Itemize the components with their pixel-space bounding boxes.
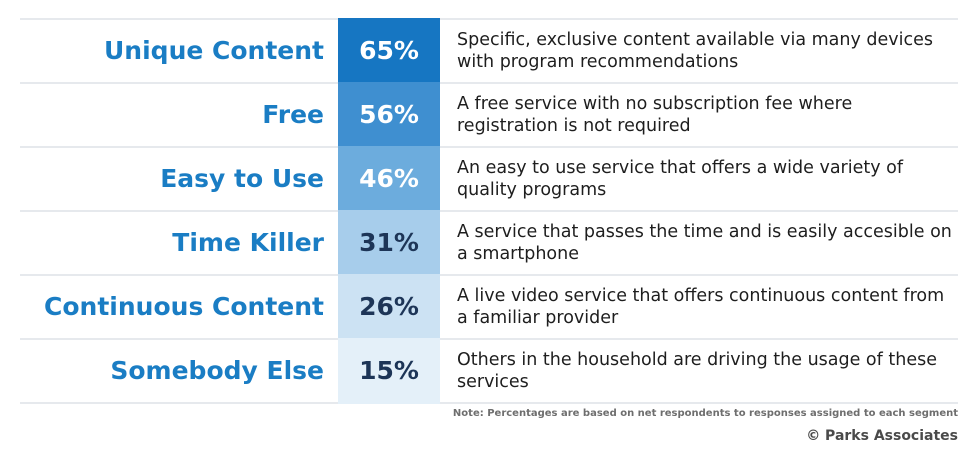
- segment-description: A free service with no subscription fee …: [457, 84, 957, 146]
- copyright-text: © Parks Associates: [806, 428, 958, 444]
- table-row: Time Killer 31% A service that passes the …: [20, 210, 958, 276]
- segment-description: A service that passes the time and is ea…: [457, 212, 957, 274]
- table-row: Unique Content 65% Specific, exclusive con…: [20, 18, 958, 84]
- percentage-cell: 56%: [338, 82, 440, 148]
- segment-description: A live video service that offers continu…: [457, 276, 957, 338]
- table-row: Somebody Else 15% Others in the household …: [20, 338, 958, 404]
- segment-table: Unique Content 65% Specific, exclusive con…: [20, 18, 958, 404]
- percentage-cell: 46%: [338, 146, 440, 212]
- segment-description-text: A free service with no subscription fee …: [457, 94, 853, 136]
- percentage-cell: 31%: [338, 210, 440, 276]
- footnote: Note: Percentages are based on net respo…: [452, 408, 958, 419]
- percentage-cell: 26%: [338, 274, 440, 340]
- percentage-cell: 65%: [338, 18, 440, 84]
- segment-label: Unique Content: [104, 36, 324, 65]
- segment-description-text: Specific, exclusive content available vi…: [457, 30, 933, 72]
- segment-description: Specific, exclusive content available vi…: [457, 20, 957, 82]
- segment-description-text: A service that passes the time and is ea…: [457, 222, 952, 264]
- segment-label: Easy to Use: [160, 164, 324, 193]
- segment-description-text: An easy to use service that offers a wid…: [457, 158, 904, 200]
- segment-label: Continuous Content: [44, 292, 324, 321]
- segment-description: Others in the household are driving the …: [457, 340, 957, 402]
- segment-description: An easy to use service that offers a wid…: [457, 148, 957, 210]
- segment-description-text: A live video service that offers continu…: [457, 286, 945, 328]
- segment-description-text: Others in the household are driving the …: [457, 350, 937, 392]
- segment-label: Time Killer: [172, 228, 324, 257]
- segment-label: Somebody Else: [110, 356, 324, 385]
- segment-label: Free: [262, 100, 324, 129]
- percentage-cell: 15%: [338, 338, 440, 404]
- table-row: Easy to Use 46% An easy to use service tha…: [20, 146, 958, 212]
- table-row: Continuous Content 26% A live video servic…: [20, 274, 958, 340]
- table-row: Free 56% A free service with no subscripti…: [20, 82, 958, 148]
